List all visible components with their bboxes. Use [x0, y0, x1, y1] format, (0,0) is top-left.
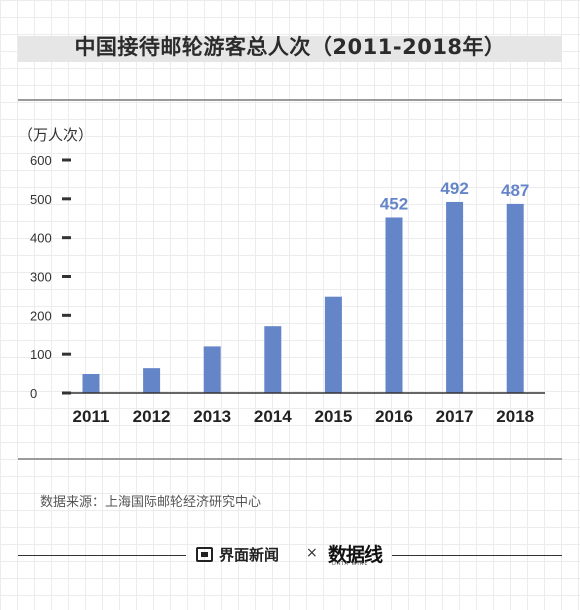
- y-tick-label: 0: [30, 386, 37, 401]
- brand-separator: ×: [306, 545, 318, 561]
- brand-datawire-sub: DATA WIRE: [332, 561, 369, 567]
- bottom-divider: [18, 458, 562, 460]
- x-tick-label: 2016: [375, 407, 413, 426]
- x-tick-label: 2014: [254, 407, 292, 426]
- x-tick-label: 2017: [436, 407, 474, 426]
- jiemian-logo-icon: [196, 547, 213, 562]
- footer-line-left: [18, 555, 186, 556]
- brand-datawire-logo: 数据线 DATA WIRE: [328, 540, 388, 570]
- bar-2012: [143, 368, 161, 393]
- bar-2011: [82, 373, 100, 393]
- data-label-2016: 452: [380, 194, 408, 213]
- y-tick-label: 200: [30, 308, 52, 323]
- brand-jiemian: 界面新闻: [196, 544, 279, 565]
- data-label-2017: 492: [440, 179, 468, 198]
- bar-2016: [385, 217, 403, 393]
- bar-chart: （万人次） 0 100 200 300 400 500 600 452 492 487 2011 2…: [18, 127, 545, 426]
- brand-jiemian-label: 界面新闻: [219, 546, 280, 564]
- chart-title: 中国接待邮轮游客总人次（2011-2018年）: [74, 35, 506, 59]
- top-divider: [18, 99, 562, 101]
- x-tick-label: 2012: [133, 407, 171, 426]
- y-tick-label: 500: [30, 192, 52, 207]
- x-tick-label: 2013: [193, 407, 231, 426]
- x-tick-label: 2011: [73, 407, 110, 426]
- brand-datawire-label: 数据线: [328, 544, 383, 566]
- footer-line-right: [392, 555, 562, 556]
- bar-2018: [506, 203, 524, 393]
- bar-2013: [203, 346, 221, 393]
- bar-2014: [264, 326, 282, 393]
- y-tick-label: 600: [30, 153, 52, 168]
- data-label-2018: 487: [501, 181, 529, 200]
- x-tick-label: 2018: [496, 407, 534, 426]
- title-highlight: [18, 36, 562, 62]
- footer: 界面新闻 × 数据线 DATA WIRE: [0, 540, 580, 570]
- y-tick-label: 400: [30, 231, 52, 246]
- bar-2017: [446, 201, 464, 393]
- y-tick-label: 100: [30, 347, 52, 362]
- x-tick-label: 2015: [314, 407, 352, 426]
- y-axis-label: （万人次）: [18, 127, 93, 144]
- y-tick-label: 300: [30, 270, 52, 285]
- data-source: 数据来源：上海国际邮轮经济研究中心: [40, 495, 262, 510]
- bar-2015: [324, 296, 342, 393]
